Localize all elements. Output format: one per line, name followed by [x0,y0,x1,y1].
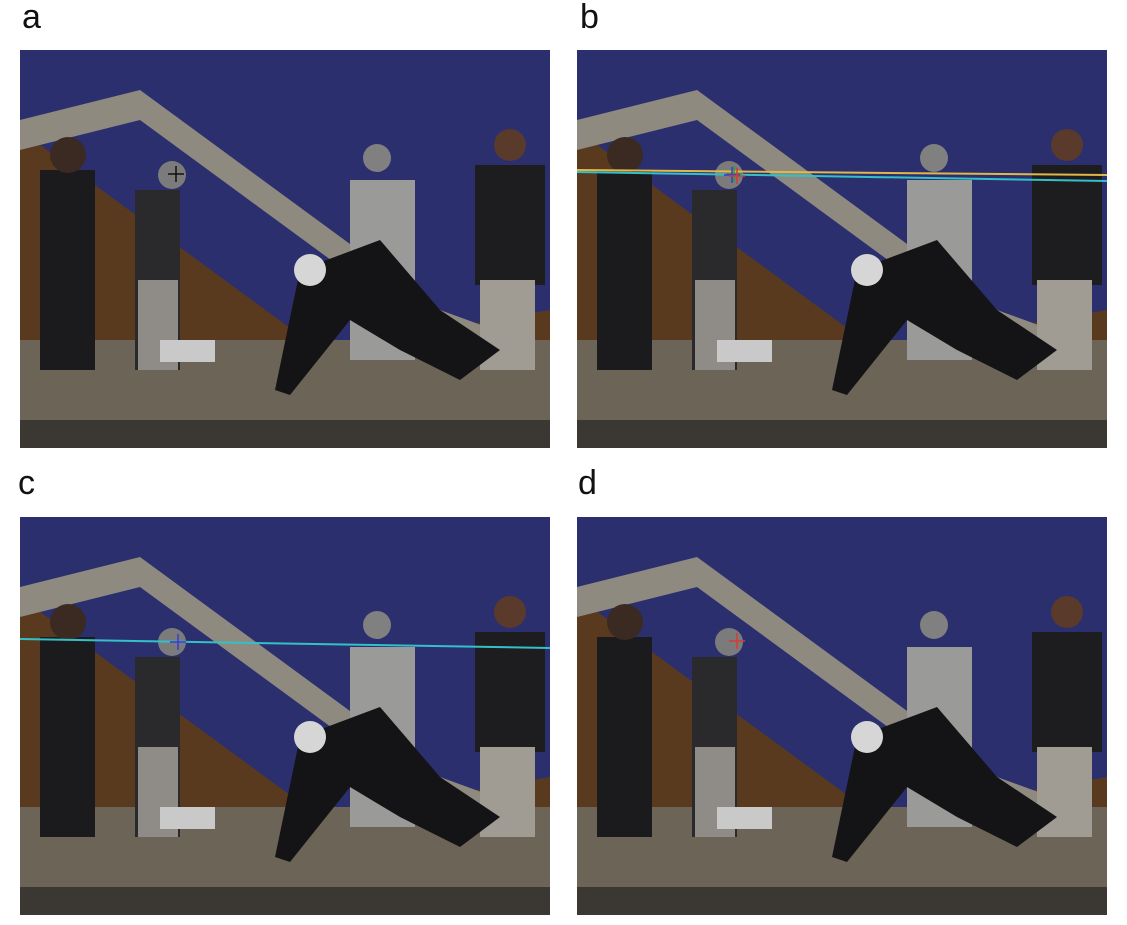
crosshair-a-icon [168,166,184,182]
crosshair-b-red-icon [729,168,745,184]
panel-label-d: d [578,464,597,502]
panel-label-c: c [18,464,35,502]
line-c [19,638,551,649]
panel-label-b: b [580,0,599,36]
crosshair-d-icon [729,633,745,649]
panel-label-a: a [22,0,41,36]
crosshair-b-green-icon [726,166,742,182]
crosshair-c-icon [170,634,186,650]
line-b-2 [576,171,1108,182]
line-b-1 [576,169,1108,176]
